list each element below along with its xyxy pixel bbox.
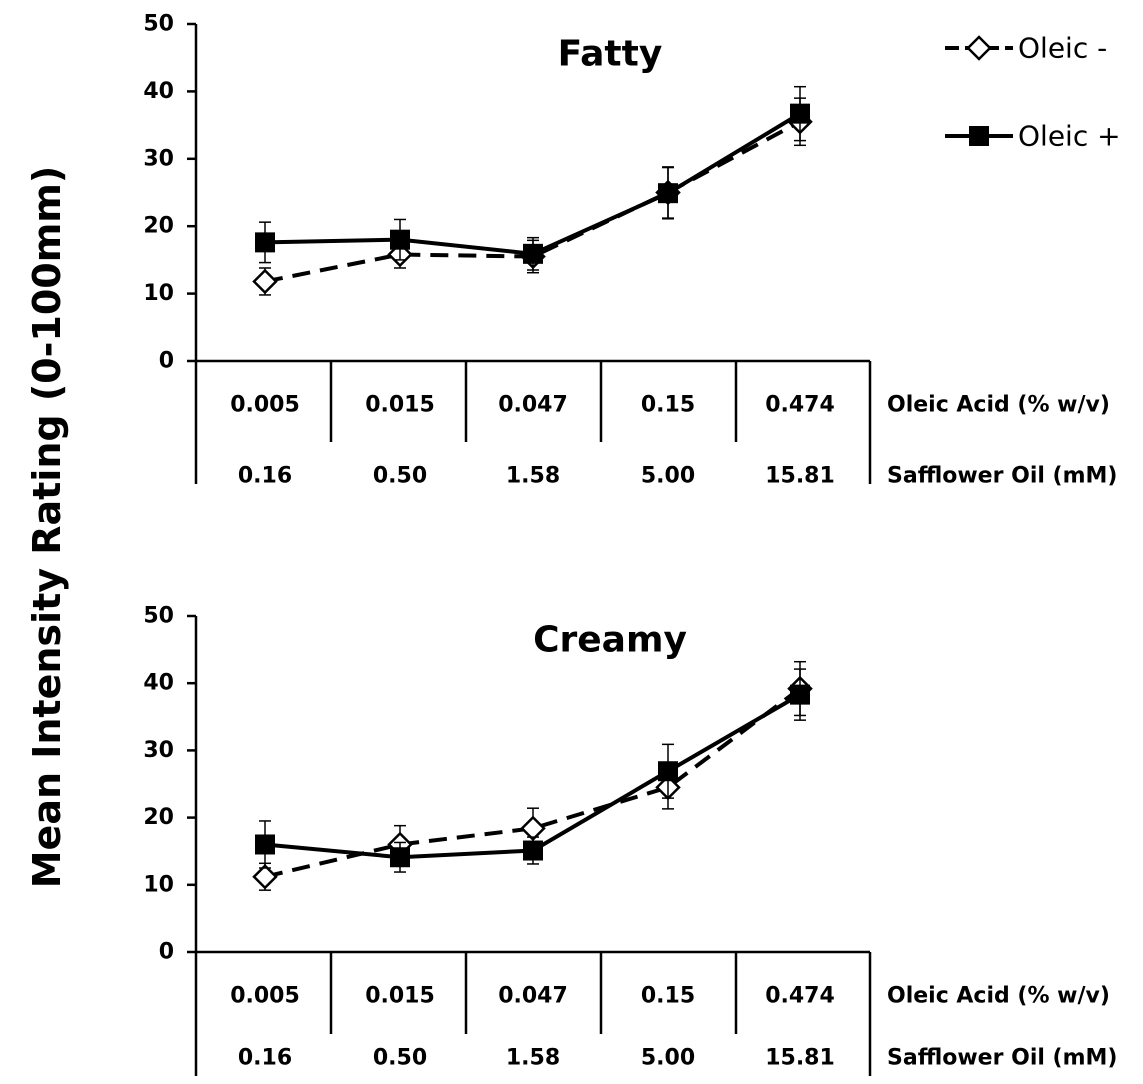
category-label: 5.00 [641, 464, 695, 489]
category-row-label: Safflower Oil (mM) [887, 464, 1117, 489]
y-tick-label: 0 [159, 940, 174, 965]
category-label: 5.00 [641, 1046, 695, 1071]
data-point [523, 840, 543, 861]
category-label: 0.005 [230, 984, 300, 1009]
y-tick-label: 10 [143, 281, 174, 306]
category-label: 1.58 [506, 464, 560, 489]
y-tick-label: 50 [143, 604, 174, 629]
legend-label: Oleic + [1018, 120, 1121, 153]
y-tick-label: 30 [143, 146, 174, 171]
y-tick-label: 10 [143, 872, 174, 897]
data-point [790, 684, 810, 705]
category-label: 0.16 [238, 464, 292, 489]
data-point [520, 815, 546, 842]
y-tick-label: 20 [143, 214, 174, 239]
y-axis-label: Mean Intensity Rating (0-100mm) [25, 166, 69, 889]
category-label: 0.15 [641, 393, 695, 418]
category-label: 15.81 [765, 1046, 835, 1071]
y-tick-label: 40 [143, 671, 174, 696]
y-tick-label: 40 [143, 79, 174, 104]
legend-entry-oleic: Oleic + [945, 120, 1121, 153]
chart-title: Creamy [533, 620, 687, 661]
legend-marker [966, 35, 992, 61]
category-row-label: Safflower Oil (mM) [887, 1046, 1117, 1071]
category-row-label: Oleic Acid (% w/v) [887, 984, 1110, 1009]
data-point [252, 268, 278, 295]
category-label: 1.58 [506, 1046, 560, 1071]
y-tick-label: 0 [159, 349, 174, 374]
data-point [658, 761, 678, 782]
category-label: 0.50 [373, 464, 427, 489]
data-point [523, 243, 543, 264]
data-point [390, 847, 410, 868]
y-tick-label: 30 [143, 738, 174, 763]
category-label: 0.16 [238, 1046, 292, 1071]
legend-label: Oleic - [1018, 32, 1107, 65]
data-point [255, 232, 275, 253]
category-label: 0.50 [373, 1046, 427, 1071]
y-tick-label: 20 [143, 805, 174, 830]
data-point [658, 183, 678, 204]
chart-panel-creamy: Creamy 0 10 20 30 40 50 0.005 0.015 0.047 0.15 0.47… [143, 604, 1117, 1076]
data-point [255, 834, 275, 855]
series-line [264, 119, 801, 284]
category-label: 15.81 [765, 464, 835, 489]
data-point [790, 103, 810, 124]
legend-marker [969, 126, 989, 146]
series-oleic [255, 668, 810, 873]
legend: Oleic - Oleic + [945, 32, 1121, 153]
category-row-label: Oleic Acid (% w/v) [887, 393, 1110, 418]
series-line [264, 686, 802, 879]
data-point [252, 863, 278, 890]
category-label: 0.015 [365, 984, 435, 1009]
series-line [264, 111, 802, 256]
category-label: 0.047 [498, 393, 568, 418]
category-label: 0.474 [765, 984, 835, 1009]
category-label: 0.047 [498, 984, 568, 1009]
category-label: 0.005 [230, 393, 300, 418]
category-label: 0.15 [641, 984, 695, 1009]
chart-panel-fatty: Fatty 0 10 20 30 40 50 0.005 0.015 0.047 0.15 0.474… [143, 12, 1117, 489]
series-oleic [255, 85, 810, 271]
chart-title: Fatty [558, 34, 663, 75]
category-label: 0.015 [365, 393, 435, 418]
category-label: 0.474 [765, 393, 835, 418]
data-point [390, 229, 410, 250]
y-tick-label: 50 [143, 12, 174, 37]
legend-entry-oleic: Oleic - [945, 32, 1107, 65]
